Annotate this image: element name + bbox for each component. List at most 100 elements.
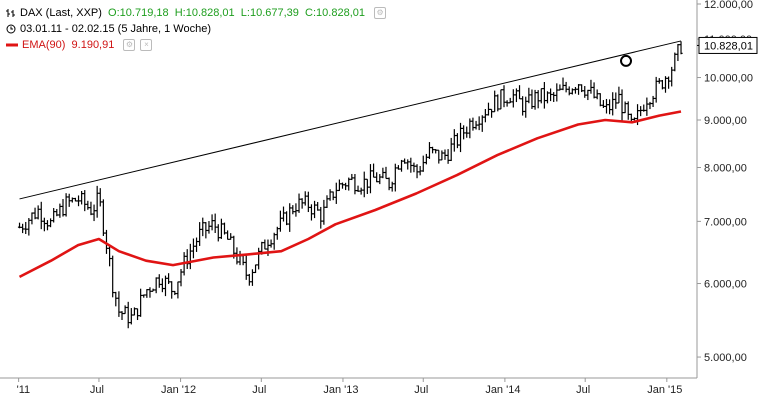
- price-bar: [257, 247, 261, 270]
- price-bar: [309, 204, 314, 221]
- price-bar: [489, 108, 494, 118]
- price-bar: [648, 101, 652, 110]
- price-bar: [359, 187, 363, 195]
- y-tick-label: 7.000,00: [704, 216, 747, 228]
- price-bar: [288, 203, 292, 232]
- price-bar: [139, 288, 143, 317]
- price-bar: [111, 255, 115, 298]
- price-bar: [598, 93, 602, 107]
- price-bar: [238, 250, 242, 266]
- x-tick-label: Jan '15: [647, 384, 682, 396]
- last-value-label: 10.828,01: [704, 40, 753, 52]
- touch-point-marker[interactable]: [620, 54, 633, 67]
- price-bar: [70, 197, 74, 203]
- legend-row-ema[interactable]: EMA(90) 9.190,91 ⚙ ×: [6, 37, 153, 53]
- price-bar: [468, 118, 472, 139]
- price-bar: [207, 221, 211, 234]
- price-bar: [589, 79, 593, 94]
- price-bar: [393, 163, 397, 192]
- price-bar: [176, 281, 180, 299]
- price-bar: [300, 198, 304, 209]
- price-bar: [539, 88, 543, 104]
- price-bar: [521, 96, 525, 116]
- price-bar: [306, 191, 310, 213]
- price-bar: [611, 92, 615, 116]
- price-bar: [645, 97, 649, 116]
- price-bar: [350, 173, 354, 181]
- price-bar: [263, 239, 267, 250]
- ema-line[interactable]: [18, 110, 682, 279]
- price-bar: [604, 98, 609, 114]
- price-bar: [409, 157, 413, 173]
- price-bar: [247, 273, 251, 286]
- price-bar: [340, 182, 345, 189]
- price-bar: [45, 220, 50, 231]
- price-bar: [179, 268, 183, 287]
- price-bar: [654, 76, 658, 103]
- price-bar: [362, 171, 366, 198]
- price-bar: [83, 190, 87, 212]
- price-bar: [278, 210, 282, 232]
- price-bar: [17, 222, 22, 229]
- price-bar: [642, 104, 646, 112]
- x-tick-label: Jul: [90, 384, 104, 396]
- last-value-box: [698, 36, 758, 54]
- price-bar: [384, 166, 388, 180]
- price-bar: [595, 89, 599, 100]
- price-bar: [449, 137, 453, 162]
- price-bar: [493, 90, 497, 113]
- ema-close-icon[interactable]: ×: [140, 39, 153, 52]
- price-bar: [104, 229, 109, 254]
- price-bar: [573, 87, 578, 94]
- x-tick-label: Jul: [576, 384, 590, 396]
- price-bar: [80, 190, 84, 205]
- price-bar: [89, 201, 93, 216]
- price-bar: [198, 222, 202, 246]
- price-bar: [114, 291, 118, 307]
- price-bar: [142, 294, 146, 298]
- price-bar: [213, 213, 217, 234]
- price-bar: [617, 86, 621, 104]
- legend-row-price[interactable]: DAX (Last, XXP) O:10.719,18 H:10.828,01 …: [6, 5, 387, 21]
- price-bar: [328, 189, 332, 201]
- price-bar: [157, 274, 161, 288]
- ema-settings-gear-icon[interactable]: ⚙: [123, 39, 136, 52]
- price-bar: [250, 269, 255, 286]
- price-bar: [253, 264, 258, 274]
- y-tick-label: 8.000,00: [704, 163, 747, 175]
- price-bar: [592, 82, 596, 99]
- price-bar: [272, 232, 276, 250]
- price-bar: [548, 88, 553, 102]
- price-bar: [151, 288, 155, 292]
- price-bar: [639, 106, 643, 117]
- price-bar: [21, 223, 25, 234]
- x-tick-label: Jan '12: [161, 384, 196, 396]
- price-bar: [269, 239, 273, 248]
- price-bar: [381, 167, 385, 179]
- price-bar: [446, 149, 450, 164]
- price-bar: [30, 212, 34, 225]
- price-bar: [508, 97, 512, 104]
- y-tick-label: 12.000,00: [704, 0, 753, 11]
- price-bar: [458, 122, 463, 153]
- price-bar: [201, 217, 205, 237]
- price-bar: [660, 79, 664, 90]
- price-bar: [663, 76, 668, 93]
- price-bar: [194, 237, 199, 252]
- settings-gear-icon[interactable]: ⚙: [374, 7, 387, 20]
- price-bar: [502, 85, 506, 108]
- price-bar: [567, 86, 571, 96]
- price-bar: [418, 166, 422, 176]
- price-bar: [657, 78, 661, 84]
- price-bar: [580, 84, 584, 93]
- price-bar: [170, 281, 174, 299]
- resistance-trendline[interactable]: [19, 40, 682, 200]
- price-bar: [86, 200, 90, 210]
- price-bar: [210, 214, 214, 231]
- x-tick-label: Jan '14: [485, 384, 520, 396]
- price-bar: [368, 164, 373, 194]
- price-bar: [219, 218, 223, 239]
- price-bar: [229, 233, 233, 240]
- y-tick-label: 9.000,00: [704, 115, 747, 127]
